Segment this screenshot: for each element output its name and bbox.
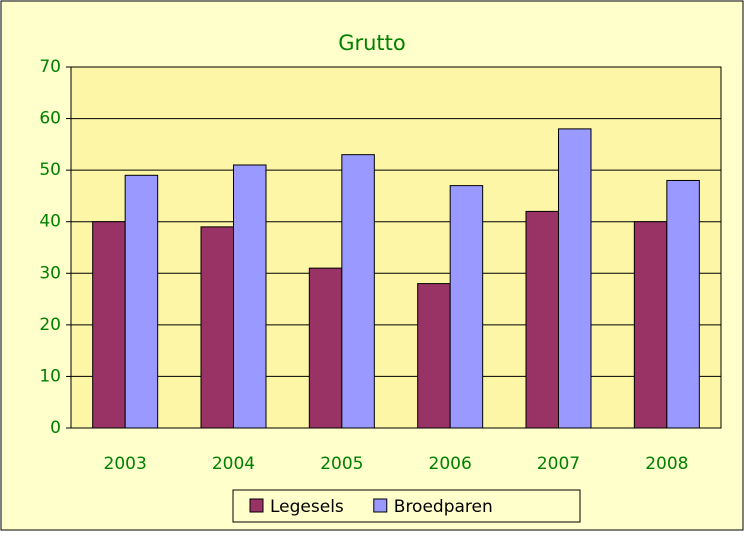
y-tick-label: 70 (39, 57, 61, 77)
bar (449, 185, 484, 429)
bar (341, 154, 375, 429)
x-tick-label: 2006 (429, 454, 472, 474)
y-tick-label: 30 (39, 263, 61, 283)
bar (666, 179, 700, 429)
bar (417, 283, 451, 429)
x-tick-label: 2005 (320, 454, 363, 474)
y-tick-label: 40 (39, 212, 61, 232)
y-tick-label: 60 (39, 109, 61, 129)
bar (92, 221, 126, 429)
y-tick-label: 10 (39, 366, 61, 386)
chart-title: Grutto (338, 31, 406, 55)
legend-swatch (249, 498, 264, 513)
bar (233, 164, 267, 429)
legend-swatch (373, 498, 388, 513)
bar (124, 174, 159, 429)
bar (525, 210, 559, 429)
x-tick-label: 2008 (645, 454, 688, 474)
y-tick-label: 20 (39, 315, 61, 335)
legend-label: Broedparen (394, 497, 493, 517)
x-tick-label: 2003 (104, 454, 147, 474)
legend-label: Legesels (270, 497, 344, 517)
plot-area (70, 66, 722, 429)
bar (200, 226, 234, 429)
bar (558, 128, 592, 429)
x-tick-label: 2007 (537, 454, 580, 474)
y-tick-label: 50 (39, 160, 61, 180)
legend-box (232, 489, 581, 523)
y-tick-label: 0 (50, 418, 61, 438)
bar (633, 221, 668, 429)
x-tick-label: 2004 (212, 454, 255, 474)
bar (308, 267, 343, 429)
